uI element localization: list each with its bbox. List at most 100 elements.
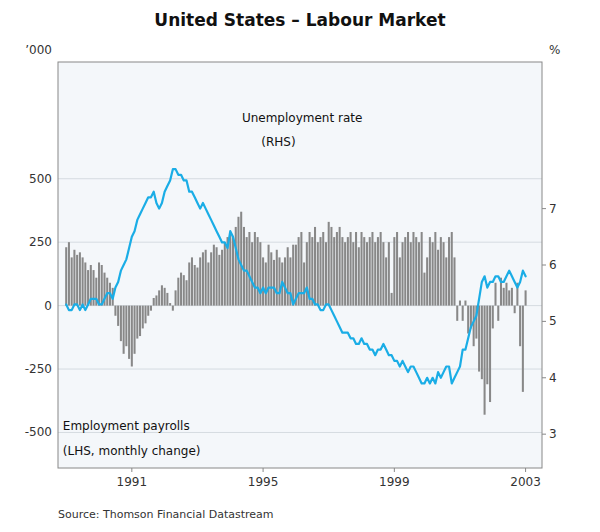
payroll-bar [87,270,89,306]
payroll-bar [134,306,136,354]
y2-tick-label: 6 [549,258,557,272]
x-tick [525,468,526,472]
payroll-bar [432,242,434,305]
payroll-bar [363,237,365,306]
payroll-bar [125,306,127,347]
payroll-bar [303,262,305,305]
payroll-bar [191,257,193,305]
payroll-bar [467,306,469,334]
payroll-bar [407,232,409,306]
payroll-bar [276,250,278,306]
payroll-bar [150,306,152,311]
payroll-bar [251,242,253,305]
payroll-bar [399,257,401,305]
payroll-bar [161,285,163,305]
payroll-bar [278,257,280,305]
y2-axis-label: % [549,43,560,57]
payroll-bar [396,232,398,306]
payroll-bar [76,255,78,306]
payroll-bar [114,306,116,316]
payroll-bar [169,303,171,306]
payroll-bar [319,237,321,306]
plot-background [58,62,542,468]
payroll-bar [183,275,185,305]
payroll-bar [155,295,157,305]
grid-line [58,369,542,370]
payroll-bar [177,278,179,306]
y2-tick-label: 4 [549,371,557,385]
payroll-bar [503,288,505,306]
y2-tick-label: 7 [549,202,557,216]
payroll-bar [287,247,289,305]
payroll-bar [489,306,491,402]
y2-tick [542,321,546,322]
payroll-bar [172,306,174,311]
payroll-bar [330,227,332,306]
payroll-bar [388,242,390,305]
payroll-bar [235,227,237,306]
payroll-bar [459,301,461,306]
plot-frame [58,62,542,468]
source-note: Source: Thomson Financial Datastream [58,508,274,521]
payroll-bar [248,232,250,306]
payroll-bar [199,257,201,305]
payroll-bar [393,237,395,306]
payroll-bar [350,232,352,306]
y-tick-label: -500 [25,425,52,439]
annotation: Unemployment rate [242,111,362,125]
payroll-bar [71,257,73,305]
y-axis-label: ’000 [25,43,52,57]
payroll-bar [188,262,190,305]
payroll-bar [317,242,319,305]
payroll-bar [144,306,146,324]
payroll-bar [196,268,198,306]
payroll-bar [448,237,450,306]
payroll-bar [128,306,130,359]
payroll-bar [514,306,516,314]
payroll-bar [410,242,412,305]
payroll-bar [218,255,220,306]
payroll-bar [136,306,138,339]
plot-marks [65,169,526,415]
payroll-bar [65,247,67,305]
payroll-bar [333,237,335,306]
payroll-bar [423,273,425,306]
payroll-bar [497,306,499,321]
payroll-bar [434,232,436,306]
payroll-bar [385,257,387,305]
payroll-bar [511,288,513,306]
payroll-bar [371,232,373,306]
y2-tick [542,265,546,266]
payroll-bar [456,306,458,321]
payroll-bar [106,278,108,306]
payroll-bar [120,306,122,342]
payroll-bar [123,306,125,354]
payroll-bar [382,242,384,305]
annotation: (LHS, monthly change) [63,444,201,458]
payroll-bar [402,242,404,305]
payroll-bar [339,227,341,306]
y-tick-label: 250 [29,235,52,249]
payroll-bar [175,290,177,305]
unemployment-line [66,169,525,383]
y2-tick-label: 5 [549,314,557,328]
chart-container: -500-2500250500345671991199519992003Unit… [0,0,600,532]
chart-title: United States – Labour Market [154,10,445,30]
payroll-bar [84,262,86,305]
payroll-bar [262,257,264,305]
payroll-bar [437,250,439,306]
payroll-bar [164,288,166,306]
chart-svg: -500-2500250500345671991199519992003Unit… [0,0,600,532]
x-tick-label: 1995 [248,475,279,489]
payroll-bar [210,252,212,305]
payroll-bar [344,242,346,305]
payroll-bar [412,232,414,306]
y-tick-label: 500 [29,172,52,186]
payroll-bar [221,250,223,306]
payroll-bar [486,306,488,385]
x-tick-label: 1999 [379,475,410,489]
payroll-bar [147,306,149,316]
x-tick-label: 2003 [510,475,541,489]
payroll-bar [311,237,313,306]
payroll-bar [421,232,423,306]
